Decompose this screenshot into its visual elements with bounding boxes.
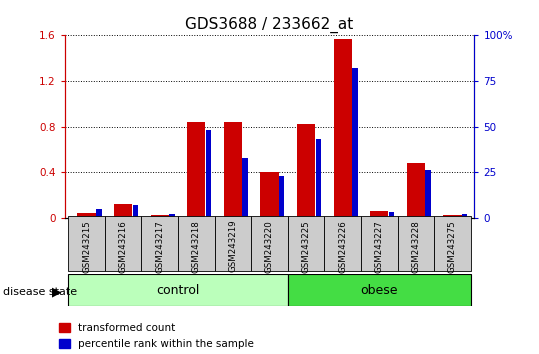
Bar: [243, 158, 248, 218]
Bar: [224, 122, 242, 218]
Bar: [260, 172, 279, 218]
Bar: [425, 170, 431, 218]
Bar: [316, 139, 321, 218]
Bar: [370, 211, 389, 218]
Bar: [206, 130, 211, 218]
FancyBboxPatch shape: [324, 216, 361, 271]
FancyBboxPatch shape: [68, 216, 105, 271]
Bar: [169, 214, 175, 218]
Legend: transformed count, percentile rank within the sample: transformed count, percentile rank withi…: [59, 323, 254, 349]
FancyBboxPatch shape: [288, 216, 324, 271]
Text: GSM243220: GSM243220: [265, 220, 274, 273]
Bar: [96, 209, 102, 218]
FancyBboxPatch shape: [361, 216, 398, 271]
FancyBboxPatch shape: [68, 274, 288, 306]
FancyBboxPatch shape: [105, 216, 141, 271]
Bar: [297, 124, 315, 218]
Bar: [114, 204, 133, 218]
FancyBboxPatch shape: [398, 216, 434, 271]
FancyBboxPatch shape: [434, 216, 471, 271]
Text: ▶: ▶: [52, 286, 62, 298]
Bar: [279, 176, 285, 218]
FancyBboxPatch shape: [215, 216, 251, 271]
Text: GSM243218: GSM243218: [192, 220, 201, 273]
FancyBboxPatch shape: [288, 274, 471, 306]
Text: disease state: disease state: [3, 287, 77, 297]
Text: GSM243227: GSM243227: [375, 220, 384, 273]
Bar: [462, 214, 467, 218]
Text: GSM243226: GSM243226: [338, 220, 347, 273]
Title: GDS3688 / 233662_at: GDS3688 / 233662_at: [185, 16, 354, 33]
Text: GSM243228: GSM243228: [411, 220, 420, 273]
Text: obese: obese: [361, 284, 398, 297]
Bar: [389, 212, 394, 218]
Bar: [406, 163, 425, 218]
Bar: [150, 216, 169, 218]
Bar: [443, 216, 461, 218]
Text: GSM243225: GSM243225: [302, 220, 310, 273]
Text: GSM243275: GSM243275: [448, 220, 457, 273]
Bar: [352, 68, 358, 218]
FancyBboxPatch shape: [141, 216, 178, 271]
Text: GSM243219: GSM243219: [229, 220, 237, 273]
Text: GSM243215: GSM243215: [82, 220, 91, 273]
FancyBboxPatch shape: [178, 216, 215, 271]
Text: GSM243216: GSM243216: [119, 220, 128, 273]
FancyBboxPatch shape: [251, 216, 288, 271]
Bar: [78, 213, 96, 218]
Bar: [334, 39, 352, 218]
Bar: [133, 205, 138, 218]
Text: GSM243217: GSM243217: [155, 220, 164, 273]
Text: control: control: [156, 284, 200, 297]
Bar: [187, 122, 205, 218]
